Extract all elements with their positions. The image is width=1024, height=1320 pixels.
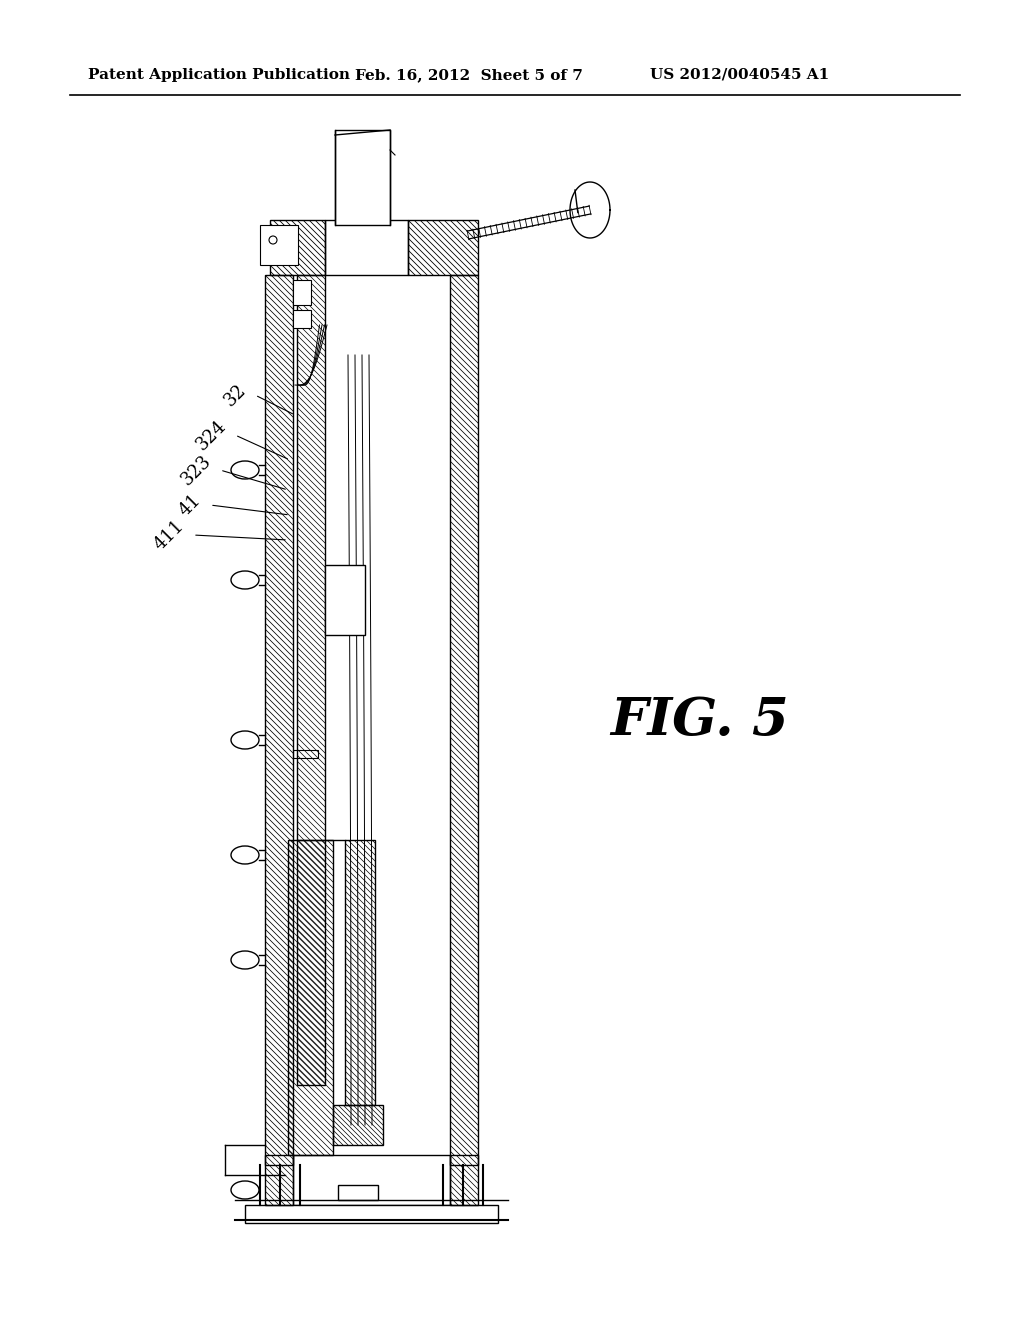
Bar [288, 840, 333, 1155]
Bar [325, 275, 450, 1166]
Bar [293, 1155, 450, 1205]
Text: 32: 32 [221, 380, 250, 409]
Bar [345, 840, 375, 1105]
Text: 324: 324 [194, 417, 230, 454]
Bar [338, 1185, 378, 1200]
Text: Feb. 16, 2012  Sheet 5 of 7: Feb. 16, 2012 Sheet 5 of 7 [355, 69, 583, 82]
Bar [450, 275, 478, 1166]
Bar [408, 220, 478, 275]
Bar [325, 565, 365, 635]
Bar [345, 840, 375, 1105]
Bar [345, 840, 375, 1105]
Ellipse shape [231, 572, 259, 589]
Bar [265, 275, 293, 1166]
Text: Patent Application Publication: Patent Application Publication [88, 69, 350, 82]
Bar [265, 1155, 293, 1205]
Bar [335, 129, 390, 224]
Ellipse shape [231, 461, 259, 479]
Ellipse shape [231, 731, 259, 748]
Bar [333, 1105, 383, 1144]
Bar [265, 275, 293, 1166]
Bar [288, 840, 333, 1155]
Bar [408, 220, 478, 275]
Bar [270, 220, 325, 275]
Bar [270, 220, 325, 275]
Bar [333, 1105, 383, 1144]
Bar [265, 1155, 293, 1205]
Bar [288, 840, 333, 1155]
Bar [450, 275, 478, 1166]
Bar [297, 275, 325, 1085]
Bar [450, 1155, 478, 1205]
Bar [293, 310, 311, 327]
Text: US 2012/0040545 A1: US 2012/0040545 A1 [650, 69, 829, 82]
Bar [293, 280, 311, 305]
Bar [293, 750, 318, 758]
Bar [333, 1105, 383, 1144]
Bar [297, 275, 325, 1085]
Bar [270, 220, 325, 275]
Bar [408, 220, 478, 275]
Bar [297, 275, 325, 1085]
Bar [265, 275, 293, 1166]
Bar [260, 224, 298, 265]
Ellipse shape [231, 950, 259, 969]
Bar [450, 1155, 478, 1205]
Bar [245, 1205, 498, 1224]
Text: FIG. 5: FIG. 5 [610, 694, 790, 746]
Text: 323: 323 [178, 451, 215, 488]
Bar [450, 1155, 478, 1205]
Bar [265, 1155, 293, 1205]
Ellipse shape [231, 846, 259, 865]
Bar [450, 275, 478, 1166]
Text: 411: 411 [151, 516, 188, 553]
Text: 41: 41 [176, 491, 205, 520]
Bar [325, 220, 408, 275]
Ellipse shape [231, 1181, 259, 1199]
